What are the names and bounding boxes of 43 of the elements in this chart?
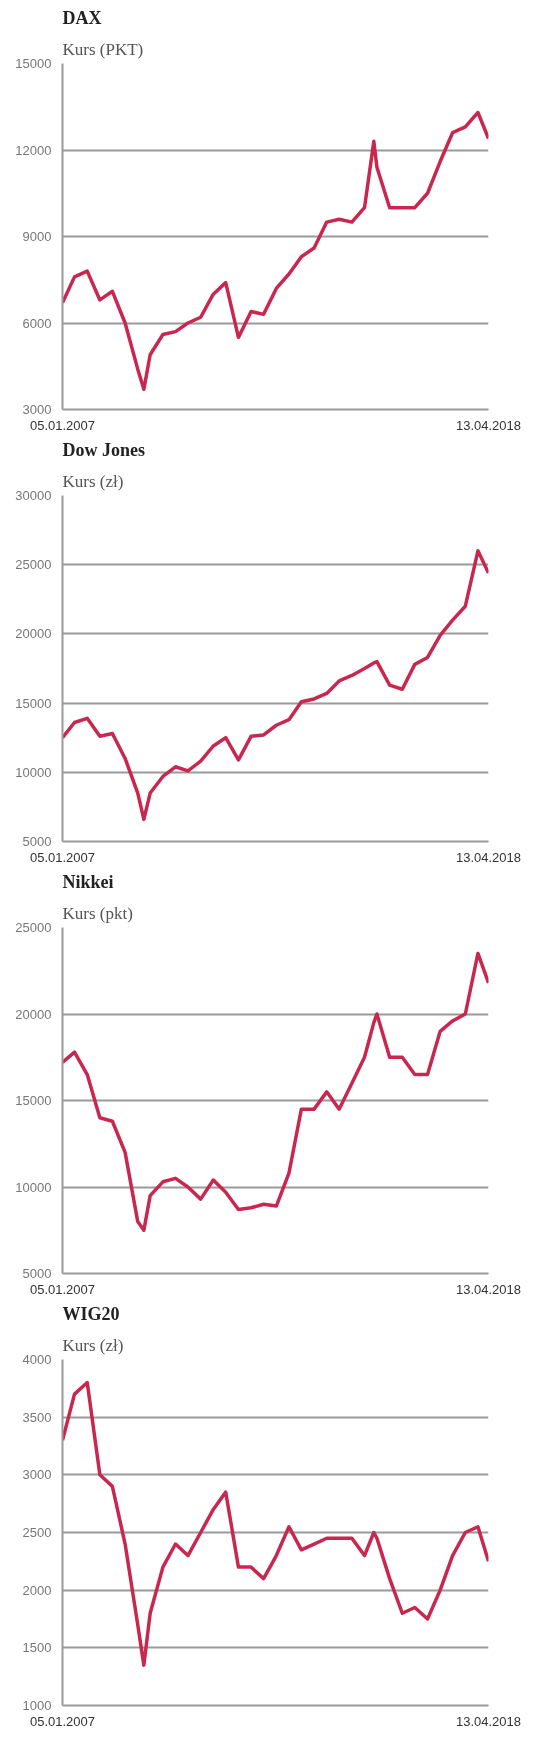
chart-title: Dow Jones	[62, 439, 146, 460]
x-tick-label: 13.04.2018	[455, 849, 522, 865]
x-tick-label: 05.01.2007	[29, 1713, 96, 1729]
chart-title: DAX	[62, 7, 102, 28]
x-tick-label: 05.01.2007	[29, 1281, 96, 1297]
y-tick-label: 9000	[22, 229, 52, 244]
x-tick-label: 13.04.2018	[455, 417, 522, 433]
y-tick-label: 20000	[15, 1006, 52, 1022]
y-tick-label: 5000	[22, 834, 52, 849]
chart-subtitle: Kurs (zł)	[62, 1335, 124, 1355]
y-tick-label: 15000	[15, 695, 52, 711]
x-tick-label: 05.01.2007	[29, 849, 96, 865]
chart-subtitle: Kurs (pkt)	[62, 903, 133, 923]
chart-subtitle: Kurs (PKT)	[62, 39, 144, 59]
x-tick-label: 13.04.2018	[455, 1713, 522, 1729]
y-tick-label: 30000	[15, 488, 52, 503]
chart-subtitle: Kurs (zł)	[62, 471, 124, 491]
x-tick-label: 05.01.2007	[29, 417, 96, 433]
line-series	[62, 951, 489, 1232]
y-tick-label: 5000	[22, 1266, 52, 1281]
line-series	[62, 110, 489, 392]
y-tick-label: 25000	[15, 920, 52, 935]
y-tick-label: 3000	[22, 402, 52, 417]
y-tick-label: 25000	[15, 557, 52, 573]
chart-title: WIG20	[62, 1303, 120, 1324]
y-tick-label: 20000	[15, 626, 52, 642]
y-tick-label: 3500	[22, 1409, 52, 1425]
y-tick-label: 4000	[22, 1352, 52, 1367]
y-tick-label: 2500	[22, 1525, 52, 1540]
x-tick-label: 13.04.2018	[455, 1281, 522, 1297]
y-tick-label: 15000	[15, 56, 52, 71]
chart-title: Nikkei	[62, 871, 114, 892]
line-series	[62, 549, 489, 822]
y-tick-label: 12000	[15, 142, 52, 158]
y-tick-label: 6000	[22, 315, 52, 331]
y-tick-label: 10000	[15, 1179, 52, 1195]
y-tick-label: 3000	[22, 1467, 52, 1483]
y-tick-label: 15000	[15, 1093, 52, 1108]
y-tick-label: 1000	[22, 1698, 52, 1713]
line-series	[62, 1380, 489, 1667]
y-tick-label: 1500	[22, 1640, 52, 1656]
y-tick-label: 10000	[15, 764, 52, 780]
y-tick-label: 2000	[22, 1582, 52, 1598]
